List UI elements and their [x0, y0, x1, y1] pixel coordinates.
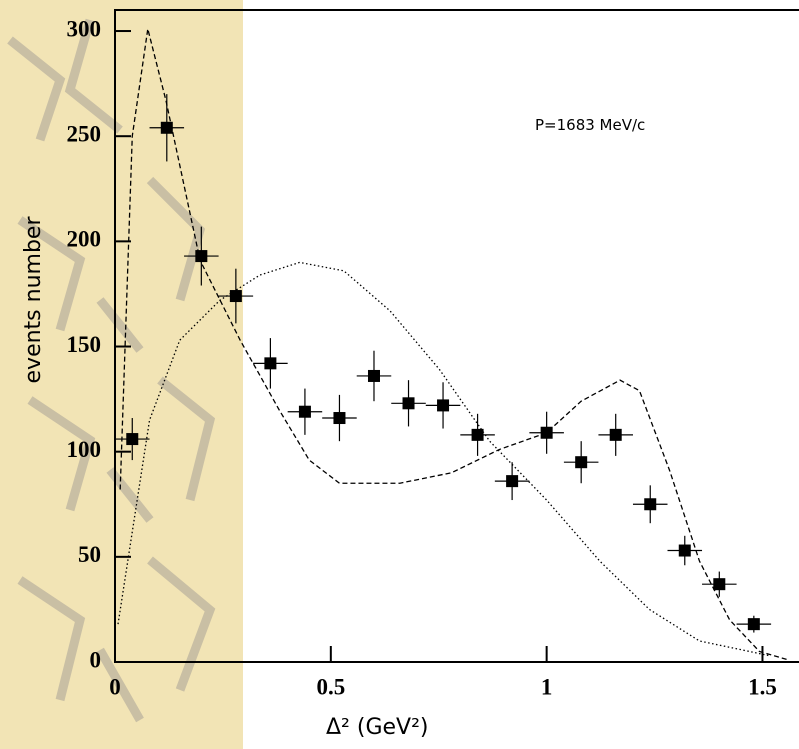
data-point	[367, 369, 380, 382]
data-point	[264, 357, 277, 370]
data-point	[437, 399, 450, 412]
data-point	[298, 405, 311, 418]
y-axis-label: events number	[21, 216, 46, 384]
data-point	[506, 475, 519, 488]
y-tick-label: 300	[67, 16, 102, 41]
annotation: P=1683 MeV/c	[535, 116, 645, 134]
data-point	[678, 544, 691, 557]
data-point	[575, 456, 588, 469]
data-point	[471, 428, 484, 441]
data-point	[195, 250, 208, 263]
data-point	[644, 498, 657, 511]
x-tick-label: 0	[109, 674, 121, 699]
x-tick-label: 1	[541, 674, 553, 699]
data-point	[229, 290, 242, 303]
x-axis-label: Δ² (GeV²)	[326, 715, 428, 740]
y-tick-label: 50	[78, 542, 101, 567]
x-tick-label: 0.5	[316, 674, 345, 699]
y-tick-label: 200	[67, 227, 102, 252]
y-tick-label: 100	[67, 437, 102, 462]
data-point	[160, 121, 173, 134]
data-point	[333, 412, 346, 425]
curve	[117, 261, 770, 657]
data-point	[609, 428, 622, 441]
y-tick-label: 250	[67, 121, 102, 146]
data-point	[402, 397, 415, 410]
background-pattern	[7, 18, 216, 723]
curve	[119, 28, 789, 661]
axis-frame	[114, 9, 799, 663]
y-tick-label: 150	[67, 332, 102, 357]
data-point	[126, 433, 139, 446]
y-tick-label: 0	[90, 647, 102, 672]
data-point	[747, 618, 760, 631]
x-tick-label: 1.5	[748, 674, 777, 699]
data-point	[713, 578, 726, 591]
